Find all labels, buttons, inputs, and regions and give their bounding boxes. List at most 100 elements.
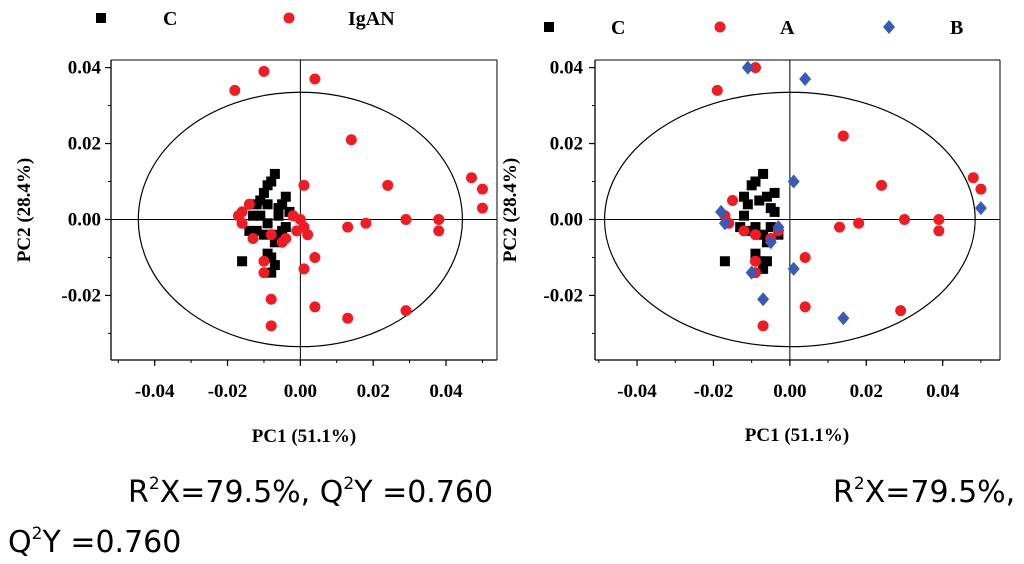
point-igan [247, 232, 259, 244]
point-igan [360, 217, 372, 229]
point-c [251, 199, 262, 210]
point-c [769, 187, 780, 198]
right-pca-plot: -0.04 -0.02 0.00 0.02 0.04 0.04 0.02 0.00 -0.02 P… [500, 17, 1001, 446]
point-c [244, 225, 255, 236]
legend-label-c: C [163, 8, 177, 30]
series-igan [229, 65, 488, 332]
point-igan [309, 301, 321, 313]
point-igan [309, 251, 321, 263]
point-c [255, 210, 266, 221]
point-c [754, 195, 765, 206]
point-a [853, 217, 865, 229]
point-igan [236, 217, 248, 229]
point-c [758, 168, 769, 179]
point-a [711, 84, 723, 96]
point-c [280, 222, 291, 233]
point-b [837, 311, 850, 326]
point-c [237, 256, 248, 267]
point-b [764, 235, 777, 250]
point-c [739, 210, 750, 221]
x-axis-label: PC1 (51.1%) [745, 425, 849, 446]
point-igan [433, 225, 445, 237]
point-a [898, 213, 910, 225]
point-igan [298, 263, 310, 275]
point-igan [382, 179, 394, 191]
x-tick-label: 0.02 [357, 381, 390, 402]
legend-label-b: B [950, 17, 963, 39]
y-tick-label: -0.02 [61, 285, 101, 306]
point-igan [258, 65, 270, 77]
point-c [758, 263, 769, 274]
point-b [772, 220, 785, 235]
point-c [269, 168, 280, 179]
series-a [711, 62, 987, 332]
point-c [262, 199, 273, 210]
point-b [787, 174, 800, 189]
y-tick-label: 0.02 [550, 134, 583, 155]
legend-label-igan: IgAN [348, 8, 395, 30]
point-c [750, 248, 761, 259]
x-tick-label: -0.02 [208, 381, 248, 402]
y-tick-label: -0.02 [543, 285, 583, 306]
point-b [757, 292, 770, 307]
point-a [876, 179, 888, 191]
y-tick-label: 0.04 [68, 58, 102, 79]
right-caption-continued: Q2Y =0.760 [8, 524, 182, 560]
point-a [757, 320, 769, 332]
point-b [715, 204, 728, 219]
point-c [739, 191, 750, 202]
point-c [258, 187, 269, 198]
point-b [974, 201, 987, 216]
point-a [727, 195, 739, 207]
point-c [750, 176, 761, 187]
point-igan [342, 221, 354, 233]
legend-marker-igan [283, 12, 295, 24]
legend-label-c: C [611, 17, 625, 39]
point-igan [400, 213, 412, 225]
x-tick-label: -0.04 [617, 381, 657, 402]
y-axis-label: PC2 (28.4%) [14, 158, 35, 262]
x-tick-label: 0.00 [284, 381, 317, 402]
x-tick-label: 0.04 [429, 381, 463, 402]
point-igan [342, 312, 354, 324]
point-igan [345, 134, 357, 146]
point-a [738, 225, 750, 237]
x-axis-label: PC1 (51.1%) [252, 426, 356, 447]
point-a [933, 225, 945, 237]
point-b [741, 60, 754, 75]
point-c [742, 199, 753, 210]
legend-marker-c [544, 22, 554, 32]
point-a [799, 251, 811, 263]
legend-marker-a [714, 21, 726, 33]
point-c [761, 191, 772, 202]
point-c [769, 206, 780, 217]
point-igan [287, 210, 299, 222]
point-b [787, 261, 800, 276]
point-c [266, 252, 277, 263]
confidence-ellipse [603, 91, 976, 348]
point-a [749, 229, 761, 241]
point-c [280, 191, 291, 202]
point-igan [466, 172, 478, 184]
y-tick-label: 0.00 [550, 209, 583, 230]
x-tick-label: -0.02 [694, 381, 734, 402]
left-pca-plot: -0.04 -0.02 0.00 0.02 0.04 0.04 0.02 0.00 -0.02 P… [14, 8, 498, 447]
right-caption: R2X=79.5%, [833, 474, 1016, 510]
point-a [967, 172, 979, 184]
point-igan [476, 183, 488, 195]
point-igan [265, 320, 277, 332]
point-igan [258, 267, 270, 279]
x-tick-label: 0.02 [850, 381, 883, 402]
point-igan [298, 179, 310, 191]
point-c [266, 176, 277, 187]
point-igan [280, 232, 292, 244]
point-a [837, 130, 849, 142]
x-tick-label: -0.04 [135, 381, 175, 402]
point-c [266, 267, 277, 278]
point-igan [476, 202, 488, 214]
point-igan [265, 229, 277, 241]
y-axis-label: PC2 (28.4%) [500, 158, 521, 262]
point-igan [243, 198, 255, 210]
legend-label-a: A [780, 17, 795, 39]
y-tick-label: 0.00 [68, 209, 101, 230]
